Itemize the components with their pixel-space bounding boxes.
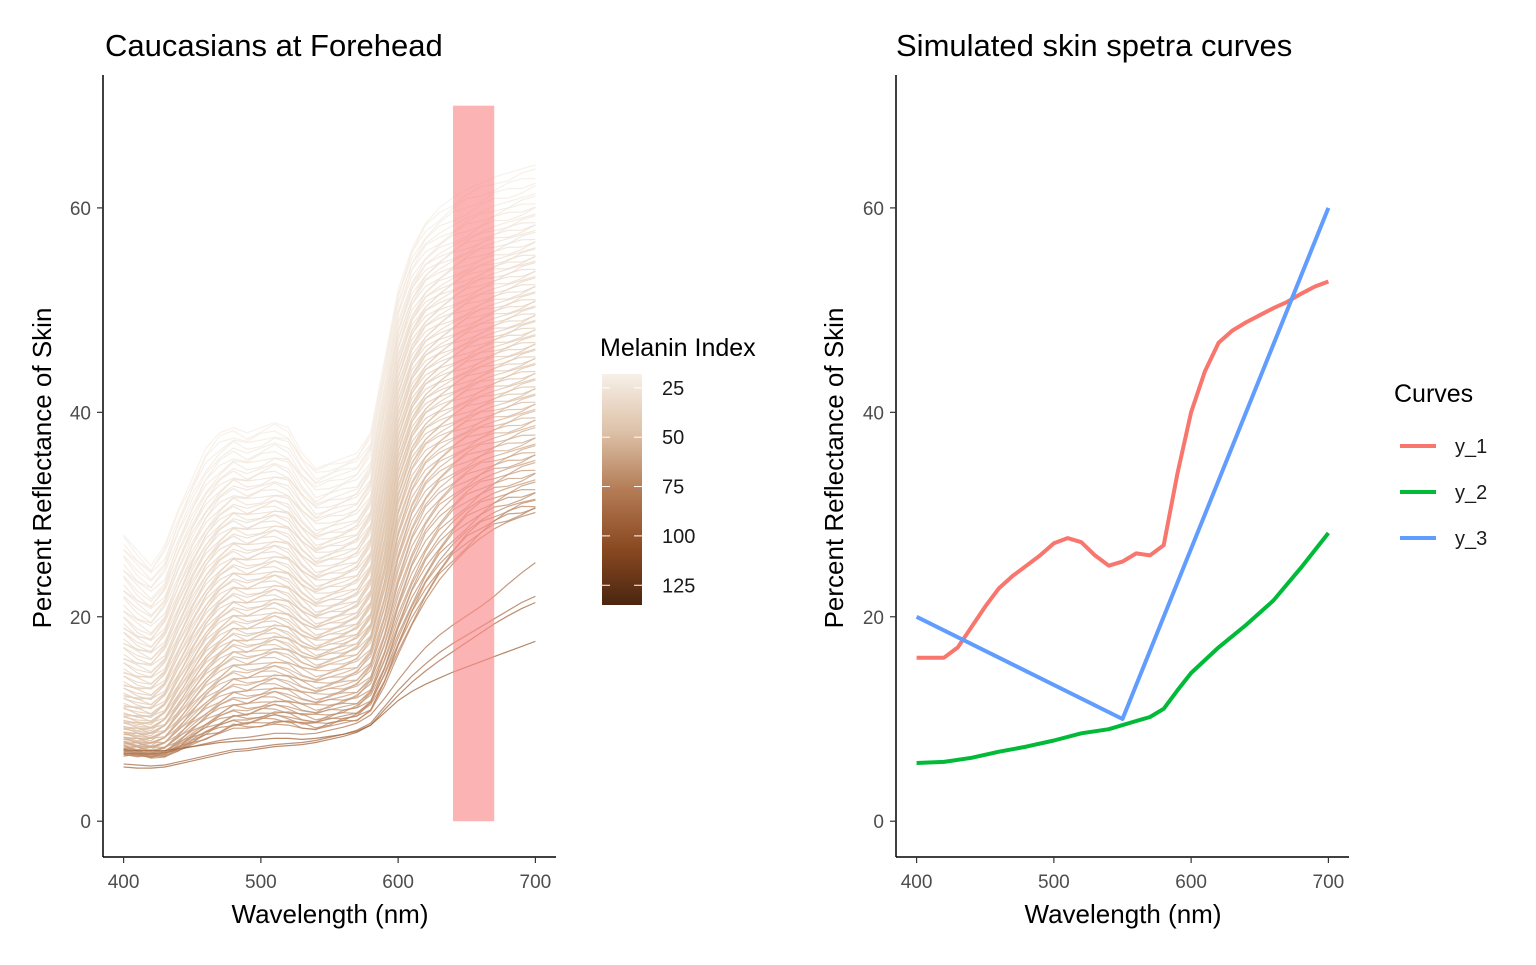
curves-legend: Curves y_1 y_2 y_3 [1394,380,1487,550]
series-y3-line [915,207,1331,721]
colorbar-tick-label: 100 [662,526,695,548]
left-axes: 400 500 600 700 0 20 40 60 [70,75,556,893]
right-x-tick-label: 700 [1313,872,1345,893]
left-chart-title: Caucasians at Forehead [105,28,443,63]
right-chart-panel: Simulated skin spetra curves 400 500 600 70… [819,28,1349,929]
colorbar-ticks: 25 50 75 100 125 [602,378,695,597]
right-y-tick-label: 20 [863,608,884,629]
colorbar-title: Melanin Index [600,334,756,362]
series-y2-line [916,531,1330,765]
left-x-tick-label: 400 [108,872,140,893]
highlight-band [453,105,495,822]
right-axes: 400 500 600 700 0 20 40 60 [863,75,1349,893]
left-y-tick-label: 20 [70,608,91,629]
left-y-tick-label: 0 [80,812,91,833]
left-x-tick-label: 700 [520,872,552,893]
right-y-axis-title: Percent Reflectance of Skin [819,308,849,629]
left-chart-panel: Caucasians at Forehead 400 500 600 70002040… [27,28,556,929]
right-chart-title: Simulated skin spetra curves [896,28,1292,63]
left-y-tick-label: 60 [70,199,91,220]
melanin-colorbar-legend: Melanin Index 25 50 75 100 125 [600,334,756,605]
right-y-tick-label: 0 [873,812,884,833]
right-x-tick-label: 500 [1038,872,1070,893]
left-x-axis-title: Wavelength (nm) [232,899,429,929]
colorbar-tick-label: 25 [662,378,684,400]
left-x-tick-label: 500 [245,872,277,893]
right-x-tick-label: 600 [1175,872,1207,893]
legend-label-y3: y_3 [1455,528,1487,550]
right-y-tick-label: 40 [863,403,884,424]
colorbar-tick-label: 125 [662,575,695,597]
left-x-tick-label: 600 [382,872,414,893]
curves-legend-title: Curves [1394,380,1473,408]
left-y-axis-title: Percent Reflectance of Skin [27,308,57,629]
legend-label-y2: y_2 [1455,482,1487,504]
colorbar-tick-label: 75 [662,477,684,499]
right-x-tick-label: 400 [901,872,933,893]
curves-legend-items: y_1 y_2 y_3 [1400,436,1487,550]
right-simulated-curves [915,207,1331,765]
legend-label-y1: y_1 [1455,436,1487,458]
right-x-axis-title: Wavelength (nm) [1025,899,1222,929]
colorbar [602,374,642,605]
colorbar-tick-label: 50 [662,427,684,449]
right-y-tick-label: 60 [863,199,884,220]
left-y-tick-label: 40 [70,403,91,424]
series-y1-line [916,279,1330,660]
